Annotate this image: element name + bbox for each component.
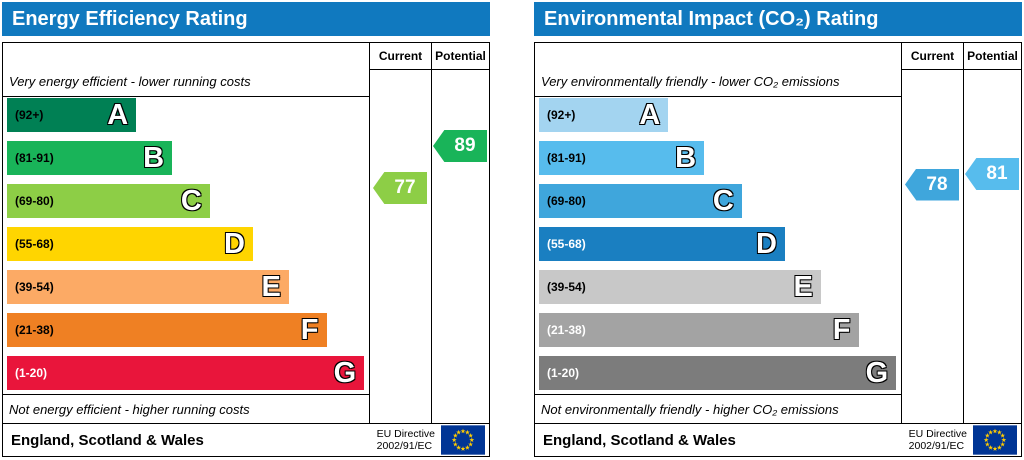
panel-header: Environmental Impact (CO₂) Rating <box>534 2 1022 36</box>
bands: (92+) A (81-91) B (69-80) C (55-68) D (39-54) E (2… <box>7 98 366 399</box>
eu-directive-label: EU Directive 2002/91/EC <box>909 428 967 453</box>
band-e: (39-54) E <box>539 270 821 304</box>
band-c: (69-80) C <box>7 184 210 218</box>
band-range-label: (21-38) <box>547 323 586 337</box>
band-range-label: (81-91) <box>547 151 586 165</box>
potential-column-header: Potential <box>964 43 1021 70</box>
band-letter: E <box>793 270 814 303</box>
band-letter: C <box>712 184 734 217</box>
band-g: (1-20) G <box>539 356 897 390</box>
eu-directive-line1: EU Directive <box>908 427 967 440</box>
band-b: (81-91) B <box>539 141 705 175</box>
band-range-label: (39-54) <box>547 280 586 294</box>
bands: (92+) A (81-91) B (69-80) C (55-68) D (39-54) E (2… <box>539 98 898 399</box>
band-letter: F <box>832 313 851 346</box>
current-arrow: 77 <box>373 172 427 204</box>
band-range-label: (55-68) <box>547 237 586 251</box>
energy-efficiency-panel: Energy Efficiency Rating Current Potenti… <box>2 2 490 457</box>
band-letter: B <box>143 141 165 174</box>
band-letter: F <box>300 313 319 346</box>
panel-title: Energy Efficiency Rating <box>12 8 248 30</box>
rating-chart: Current Potential Very environmentally f… <box>534 42 1022 424</box>
band-f: (21-38) F <box>539 313 859 347</box>
current-column: Current <box>369 43 431 423</box>
potential-column: Potential <box>963 43 1021 423</box>
band-range-label: (69-80) <box>547 194 586 208</box>
band-range-label: (81-91) <box>15 151 54 165</box>
bottom-note: Not energy efficient - higher running co… <box>3 394 369 423</box>
band-d: (55-68) D <box>539 227 785 261</box>
eu-flag-icon <box>441 425 485 455</box>
band-a: (92+) A <box>539 98 669 132</box>
band-letter: G <box>865 356 889 389</box>
band-f: (21-38) F <box>7 313 327 347</box>
band-letter: B <box>675 141 697 174</box>
band-letter: C <box>180 184 202 217</box>
eu-directive-line2: 2002/91/EC <box>376 440 433 452</box>
top-note: Very energy efficient - lower running co… <box>3 43 369 97</box>
band-letter: D <box>223 227 245 260</box>
top-note: Very environmentally friendly - lower CO… <box>535 43 901 97</box>
band-letter: G <box>333 356 357 389</box>
eu-directive-line2: 2002/91/EC <box>908 440 965 452</box>
eu-flag-icon <box>973 425 1017 455</box>
band-range-label: (39-54) <box>15 280 54 294</box>
band-range-label: (21-38) <box>15 323 54 337</box>
band-range-label: (55-68) <box>15 237 54 251</box>
band-g: (1-20) G <box>7 356 365 390</box>
potential-column-header: Potential <box>432 43 489 70</box>
band-b: (81-91) B <box>7 141 173 175</box>
eu-directive-line1: EU Directive <box>376 427 435 440</box>
band-d: (55-68) D <box>7 227 253 261</box>
potential-column: Potential <box>431 43 489 423</box>
potential-arrow: 81 <box>965 158 1019 190</box>
band-letter: A <box>107 98 129 131</box>
current-column: Current <box>901 43 963 423</box>
current-arrow: 78 <box>905 168 959 201</box>
band-range-label: (92+) <box>15 108 44 122</box>
rating-chart: Current Potential Very energy efficient … <box>2 42 490 424</box>
current-column-header: Current <box>902 43 963 70</box>
band-range-label: (1-20) <box>547 366 580 380</box>
band-a: (92+) A <box>7 98 137 132</box>
band-range-label: (92+) <box>547 108 576 122</box>
bottom-note: Not environmentally friendly - higher CO… <box>535 394 901 423</box>
region-label: England, Scotland & Wales <box>11 431 204 449</box>
region-label: England, Scotland & Wales <box>543 431 736 449</box>
band-range-label: (1-20) <box>15 366 48 380</box>
band-letter: A <box>639 98 661 131</box>
environmental-impact-panel: Environmental Impact (CO₂) Rating Curren… <box>534 2 1022 457</box>
band-e: (39-54) E <box>7 270 289 304</box>
current-column-header: Current <box>370 43 431 70</box>
band-range-label: (69-80) <box>15 194 54 208</box>
eu-directive-label: EU Directive 2002/91/EC <box>377 428 435 453</box>
band-c: (69-80) C <box>539 184 742 218</box>
potential-arrow: 89 <box>433 130 487 162</box>
band-letter: E <box>261 270 282 303</box>
panel-title: Environmental Impact (CO₂) Rating <box>544 8 879 30</box>
panel-footer: England, Scotland & Wales EU Directive 20… <box>2 423 490 457</box>
band-letter: D <box>755 227 777 260</box>
panel-header: Energy Efficiency Rating <box>2 2 490 36</box>
panel-footer: England, Scotland & Wales EU Directive 20… <box>534 423 1022 457</box>
